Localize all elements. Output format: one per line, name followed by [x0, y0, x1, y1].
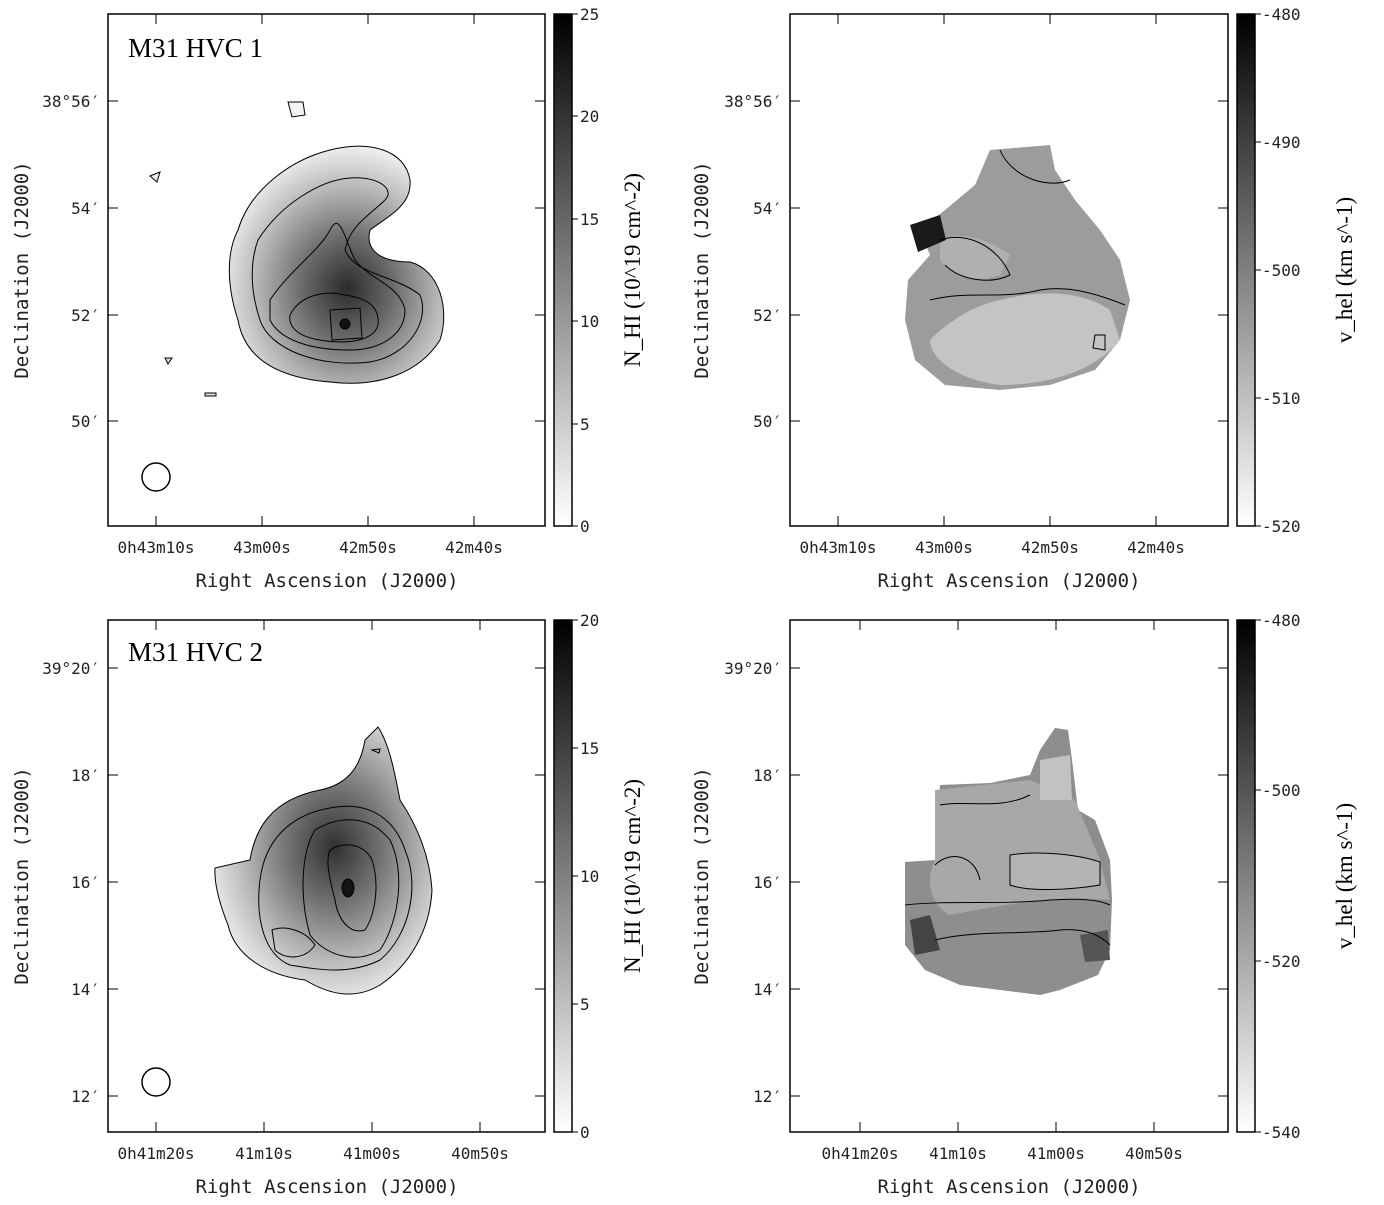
ytick-label: 14′: [753, 980, 782, 999]
cbar-tick-label: -520: [1262, 517, 1301, 536]
hvc2-nhi-cloud: [214, 726, 433, 995]
beam-circle-hvc2: [141, 1067, 171, 1097]
y-axis-title: Declination (J2000): [11, 767, 33, 984]
xtick-label: 41m10s: [929, 1144, 987, 1163]
y-axis-title: Declination (J2000): [691, 161, 713, 378]
colorbar-title: v_hel (km s^-1): [1332, 197, 1357, 343]
cbar-tick-label: 5: [580, 415, 590, 434]
ytick-label: 50′: [753, 412, 782, 431]
ytick-label: 54′: [753, 199, 782, 218]
cbar-tick-label: 20: [580, 611, 599, 630]
y-axis-title: Declination (J2000): [11, 161, 33, 378]
cbar-tick-label: 0: [580, 517, 590, 536]
cbar-tick-label: 20: [580, 107, 599, 126]
ytick-label: 39°20′: [724, 659, 782, 678]
xtick-label: 41m10s: [235, 1144, 293, 1163]
ytick-label: 12′: [71, 1087, 100, 1106]
y-axis-title: Declination (J2000): [691, 767, 713, 984]
xtick-label: 41m00s: [1027, 1144, 1085, 1163]
cbar-tick-label: 5: [580, 995, 590, 1014]
xtick-label: 41m00s: [343, 1144, 401, 1163]
cbar-tick-label: 25: [580, 5, 599, 24]
cbar-tick-label: -480: [1262, 611, 1301, 630]
cbar-tick-label: -480: [1262, 5, 1301, 24]
ytick-label: 16′: [71, 873, 100, 892]
x-axis-title: Right Ascension (J2000): [877, 1176, 1140, 1198]
x-axis-title: Right Ascension (J2000): [877, 570, 1140, 592]
cbar-tick-label: 0: [580, 1123, 590, 1142]
panel-hvc1-vel: 0h43m10s 43m00s 42m50s 42m40s 38°56′ 54′…: [691, 5, 1357, 592]
xtick-label: 0h41m20s: [117, 1144, 194, 1163]
colorbar-hvc2-vel: [1236, 619, 1256, 1133]
hvc1-nhi-cloud: [228, 145, 445, 384]
xtick-label: 43m00s: [233, 538, 291, 557]
cbar-tick-label: -520: [1262, 952, 1301, 971]
panel-hvc2-vel: 0h41m20s 41m10s 41m00s 40m50s 39°20′ 18′…: [691, 611, 1357, 1198]
xtick-label: 42m40s: [445, 538, 503, 557]
ytick-label: 18′: [753, 766, 782, 785]
x-axis-title: Right Ascension (J2000): [195, 570, 458, 592]
colorbar-title: v_hel (km s^-1): [1332, 803, 1357, 949]
ytick-label: 39°20′: [42, 659, 100, 678]
ytick-label: 38°56′: [724, 92, 782, 111]
panel-title-hvc2: M31 HVC 2: [128, 637, 263, 667]
cbar-tick-label: -540: [1262, 1123, 1301, 1142]
cbar-tick-label: -510: [1262, 389, 1301, 408]
panel-hvc2-nhi: M31 HVC 2 0h41m20s 41m10s 41m00s 40m50s …: [11, 611, 645, 1198]
ytick-label: 52′: [71, 306, 100, 325]
ytick-label: 38°56′: [42, 92, 100, 111]
colorbar-hvc1-vel: [1236, 13, 1256, 527]
xtick-label: 0h41m20s: [821, 1144, 898, 1163]
x-axis-title: Right Ascension (J2000): [195, 1176, 458, 1198]
colorbar-title: N_HI (10^19 cm^-2): [620, 173, 645, 367]
cbar-tick-label: 15: [580, 210, 599, 229]
cbar-tick-label: 10: [580, 867, 599, 886]
xtick-label: 0h43m10s: [799, 538, 876, 557]
beam-circle-hvc1: [141, 462, 171, 492]
ytick-label: 52′: [753, 306, 782, 325]
xtick-label: 42m40s: [1127, 538, 1185, 557]
panel-title-hvc1: M31 HVC 1: [128, 33, 263, 63]
cbar-tick-label: 15: [580, 739, 599, 758]
colorbar-title: N_HI (10^19 cm^-2): [620, 779, 645, 973]
xtick-label: 42m50s: [1021, 538, 1079, 557]
xtick-label: 40m50s: [451, 1144, 509, 1163]
ytick-label: 54′: [71, 199, 100, 218]
ytick-label: 14′: [71, 980, 100, 999]
panel-hvc1-nhi: M31 HVC 1 0h43m10s 43m00s 42m50s 42m40s …: [11, 5, 645, 592]
cbar-tick-label: -490: [1262, 133, 1301, 152]
ytick-label: 18′: [71, 766, 100, 785]
xtick-label: 43m00s: [915, 538, 973, 557]
ytick-label: 12′: [753, 1087, 782, 1106]
xtick-label: 0h43m10s: [117, 538, 194, 557]
ytick-label: 16′: [753, 873, 782, 892]
cbar-tick-label: -500: [1262, 261, 1301, 280]
colorbar-hvc1-nhi: [553, 13, 573, 527]
cbar-tick-label: -500: [1262, 781, 1301, 800]
cbar-tick-label: 10: [580, 312, 599, 331]
ytick-label: 50′: [71, 412, 100, 431]
colorbar-hvc2-nhi: [553, 619, 573, 1133]
xtick-label: 40m50s: [1125, 1144, 1183, 1163]
xtick-label: 42m50s: [339, 538, 397, 557]
